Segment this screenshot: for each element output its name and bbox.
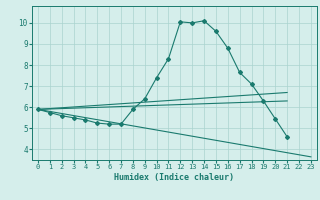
X-axis label: Humidex (Indice chaleur): Humidex (Indice chaleur) [115,173,234,182]
